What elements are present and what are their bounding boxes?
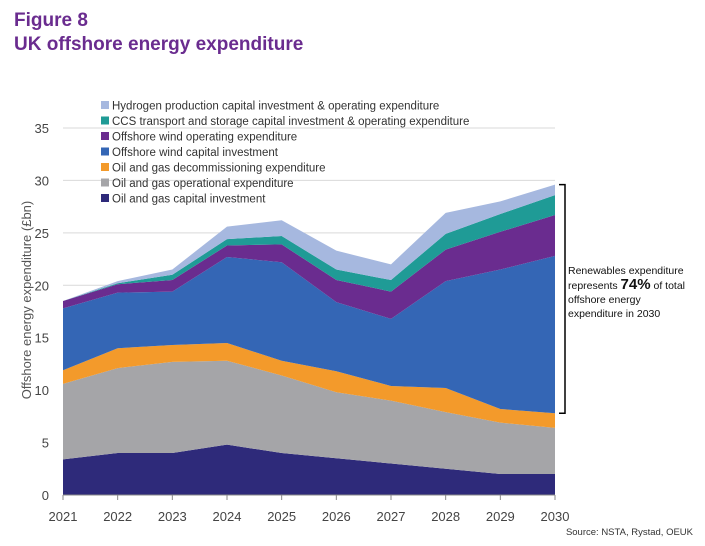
legend-item: Oil and gas capital investment — [101, 194, 266, 206]
figure-title: UK offshore energy expenditure — [14, 34, 304, 55]
legend-swatch — [101, 178, 109, 187]
area-offshore-wind-operating-expenditure — [63, 215, 555, 319]
area-oil-and-gas-operational-expenditure — [63, 360, 555, 475]
x-tick-label: 2030 — [541, 509, 570, 524]
area-oil-and-gas-decommissioning-expenditure — [63, 342, 555, 428]
y-tick-label: 35 — [35, 121, 49, 136]
x-tick-label: 2025 — [267, 509, 296, 524]
renewables-annotation: Renewables expenditure represents 74% of… — [568, 264, 698, 321]
legend-item: CCS transport and storage capital invest… — [101, 116, 469, 128]
legend-item: Oil and gas decommissioning expenditure — [101, 163, 326, 175]
x-tick-label: 2027 — [377, 509, 406, 524]
legend-label: Oil and gas decommissioning expenditure — [112, 163, 326, 175]
annotation-line-2-pre: represents — [568, 280, 621, 292]
legend-swatch — [101, 163, 109, 171]
area-offshore-wind-capital-investment — [63, 255, 555, 414]
y-tick-label: 0 — [42, 488, 49, 503]
annotation-line-3: offshore energy — [568, 294, 641, 306]
x-tick-label: 2029 — [486, 509, 515, 524]
annotation-line-1: Renewables expenditure — [568, 265, 684, 277]
x-tick-label: 2028 — [431, 509, 460, 524]
x-tick-label: 2022 — [103, 509, 132, 524]
legend-item: Offshore wind operating expenditure — [101, 132, 297, 144]
x-tick-label: 2024 — [213, 509, 242, 524]
legend-label: Offshore wind capital investment — [112, 147, 279, 159]
figure-label: Figure 8 — [14, 10, 88, 31]
x-tick-label: 2023 — [158, 509, 187, 524]
y-tick-label: 20 — [35, 278, 49, 293]
legend-swatch — [101, 132, 109, 140]
source-note: Source: NSTA, Rystad, OEUK — [565, 527, 693, 538]
legend-swatch — [101, 101, 109, 109]
legend-label: Offshore wind operating expenditure — [112, 132, 297, 144]
legend: Hydrogen production capital investment &… — [101, 101, 469, 206]
legend-item: Offshore wind capital investment — [101, 147, 279, 159]
y-axis-label: Offshore energy expenditure (£bn) — [19, 201, 34, 400]
x-tick-label: 2021 — [49, 509, 78, 524]
legend-item: Hydrogen production capital investment &… — [101, 101, 439, 113]
legend-label: Oil and gas capital investment — [112, 194, 266, 206]
legend-label: Oil and gas operational expenditure — [112, 178, 294, 190]
x-tick-labels: 2021 2022 2023 2024 2025 2026 2027 2028 2029 2030 — [49, 509, 570, 524]
annotation-percentage: 74% — [620, 276, 651, 293]
legend-label: Hydrogen production capital investment &… — [112, 101, 439, 113]
y-tick-labels: 0 5 10 15 20 25 30 35 — [35, 121, 49, 503]
y-tick-label: 15 — [35, 331, 49, 346]
y-tick-label: 10 — [35, 383, 49, 398]
legend-swatch — [101, 116, 109, 125]
annotation-line-2-post: of total — [650, 280, 686, 292]
renewables-bracket — [559, 183, 566, 414]
y-tick-label: 30 — [35, 173, 49, 188]
legend-item: Oil and gas operational expenditure — [101, 178, 294, 190]
y-tick-label: 5 — [42, 436, 49, 451]
area-series — [63, 184, 555, 495]
legend-swatch — [101, 194, 109, 202]
legend-label: CCS transport and storage capital invest… — [112, 116, 469, 128]
area-hydrogen-production-capital-investment-operating-expenditure — [63, 184, 555, 302]
legend-swatch — [101, 147, 109, 156]
annotation-line-4: expenditure in 2030 — [568, 308, 661, 320]
x-tick-label: 2026 — [322, 509, 351, 524]
area-oil-and-gas-capital-investment — [63, 444, 555, 495]
y-tick-label: 25 — [35, 226, 49, 241]
